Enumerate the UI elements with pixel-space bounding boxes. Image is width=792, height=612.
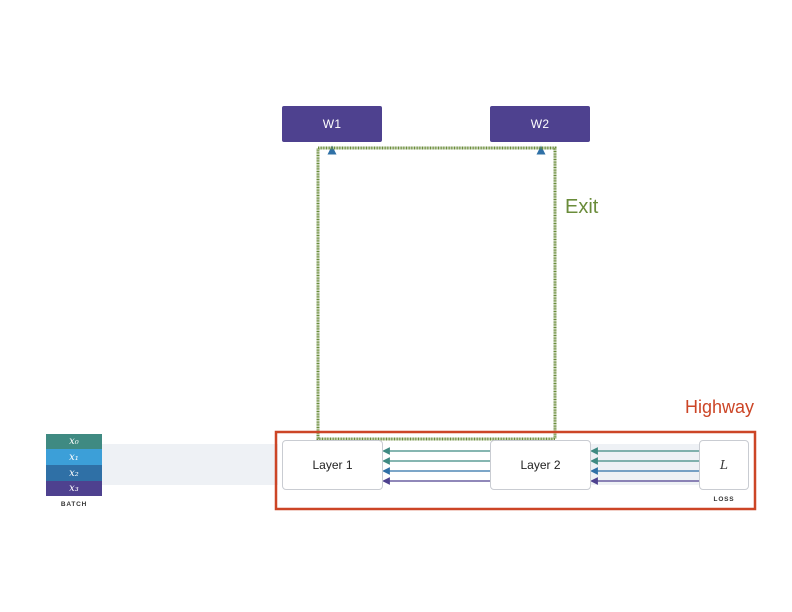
exit-region-border [316,146,557,441]
batch-item-x2: x₂ [46,465,102,481]
highway-label: Highway [685,397,755,417]
highway-region-border [274,430,757,511]
batch-item-x0: x₀ [46,434,102,449]
exit-label: Exit [565,196,599,218]
loss-box: L [699,440,749,490]
layer-2-box: Layer 2 [490,440,591,490]
weight-w1-box: W1 [282,106,382,142]
layer-1-box: Layer 1 [282,440,383,490]
batch-stack: x₀ x₁ x₂ x₃ [46,434,102,496]
batch-caption: BATCH [60,501,88,508]
batch-item-x1: x₁ [46,449,102,465]
weight-w2-box: W2 [490,106,590,142]
batch-item-x3: x₃ [46,481,102,496]
batch-data-band [102,444,278,485]
loss-caption: LOSS [713,496,735,503]
